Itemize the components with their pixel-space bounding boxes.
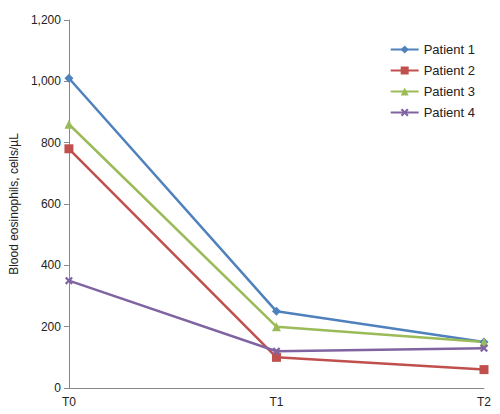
svg-text:T1: T1 — [269, 395, 283, 409]
svg-text:Patient 4: Patient 4 — [424, 105, 475, 120]
svg-text:T2: T2 — [477, 395, 491, 409]
svg-text:1,000: 1,000 — [31, 74, 61, 88]
svg-text:Patient 2: Patient 2 — [424, 63, 475, 78]
svg-text:Blood eosinophils, cells/µL: Blood eosinophils, cells/µL — [7, 133, 21, 275]
svg-text:Patient 1: Patient 1 — [424, 42, 475, 57]
svg-text:0: 0 — [54, 381, 61, 395]
svg-text:1,200: 1,200 — [31, 13, 61, 27]
svg-text:200: 200 — [41, 320, 61, 334]
svg-text:800: 800 — [41, 136, 61, 150]
svg-text:T0: T0 — [62, 395, 76, 409]
svg-text:400: 400 — [41, 258, 61, 272]
svg-text:600: 600 — [41, 197, 61, 211]
svg-text:Patient 3: Patient 3 — [424, 84, 475, 99]
